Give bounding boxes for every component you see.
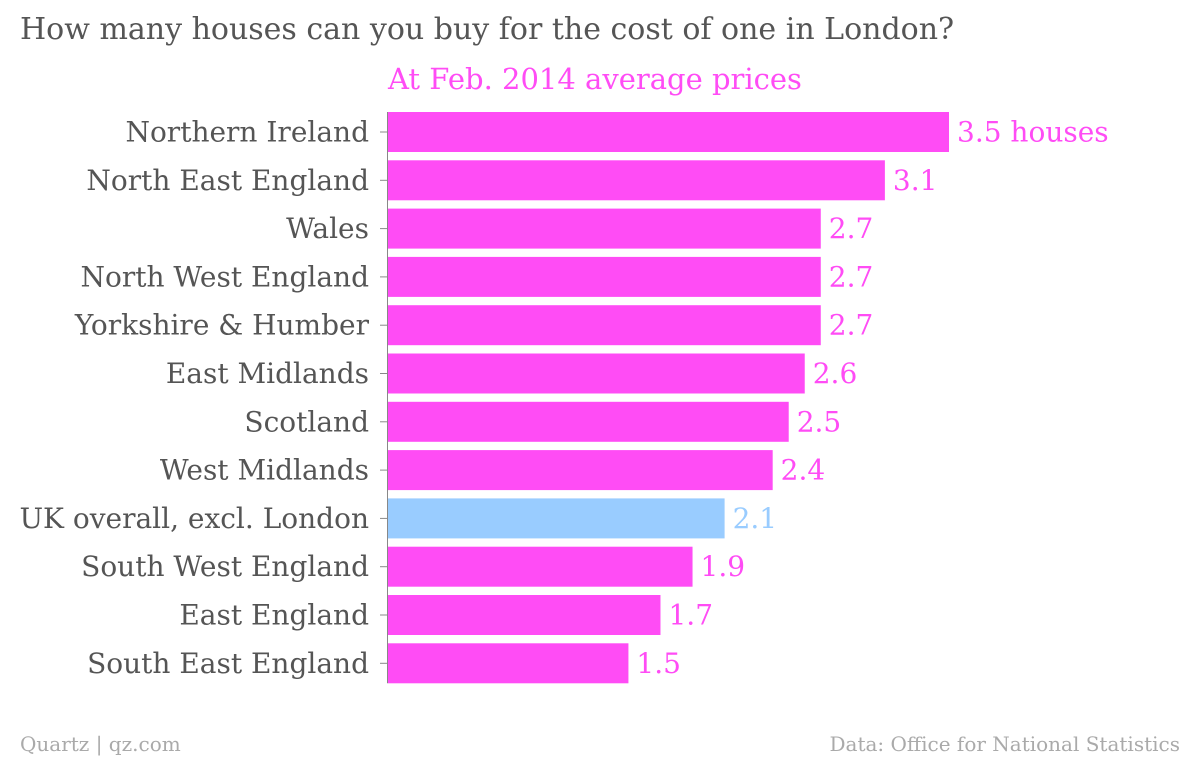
category-label: East England <box>179 599 369 632</box>
data-label: 3.1 <box>893 164 938 197</box>
data-label: 1.7 <box>668 599 713 632</box>
bar <box>388 256 821 297</box>
bar <box>388 353 805 394</box>
data-label: 1.5 <box>636 647 681 680</box>
data-label: 2.7 <box>829 260 874 293</box>
category-label: East Midlands <box>166 357 369 390</box>
data-label: 2.1 <box>733 502 778 535</box>
bar <box>388 208 821 249</box>
bar <box>388 546 693 587</box>
category-label: West Midlands <box>160 454 369 487</box>
data-label: 2.7 <box>829 212 874 245</box>
bar <box>388 160 885 201</box>
data-label: 2.5 <box>797 405 842 438</box>
bar <box>388 643 629 684</box>
category-label: North West England <box>80 260 369 293</box>
data-label: 2.4 <box>781 454 826 487</box>
category-label: South East England <box>87 647 369 680</box>
data-label: 2.7 <box>829 309 874 342</box>
bar <box>388 595 661 635</box>
chart-subtitle: At Feb. 2014 average prices <box>388 62 802 96</box>
data-label: 2.6 <box>813 357 858 390</box>
bar <box>388 401 789 442</box>
data-label: 3.5 houses <box>957 116 1109 149</box>
credit-text: Quartz | qz.com <box>20 732 181 756</box>
bar <box>388 305 821 346</box>
category-label: Yorkshire & Humber <box>74 309 370 342</box>
source-text: Data: Office for National Statistics <box>829 732 1181 756</box>
chart-title: How many houses can you buy for the cost… <box>20 12 955 47</box>
bar <box>388 498 725 539</box>
category-label: Northern Ireland <box>125 116 369 149</box>
data-label: 1.9 <box>701 550 746 583</box>
category-label: UK overall, excl. London <box>19 502 369 535</box>
category-label: Wales <box>286 212 369 245</box>
category-label: North East England <box>86 164 369 197</box>
category-label: South West England <box>81 550 369 583</box>
category-label: Scotland <box>244 405 369 438</box>
bar <box>388 450 773 491</box>
bar <box>388 112 949 152</box>
